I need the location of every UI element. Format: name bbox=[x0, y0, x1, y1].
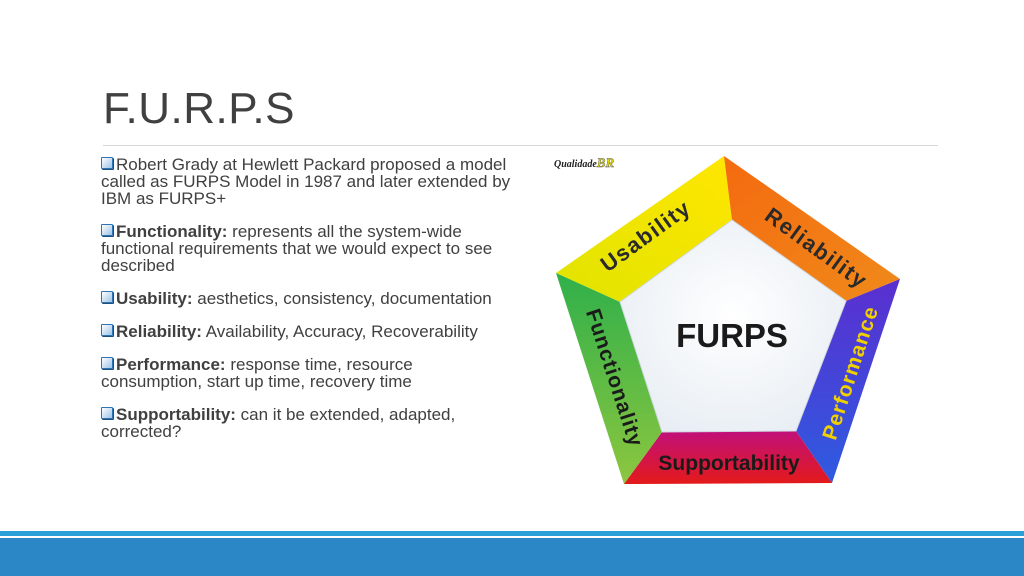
bullet-item: Usability: aesthetics, consistency, docu… bbox=[92, 290, 512, 307]
checkbox-bullet-icon bbox=[101, 157, 113, 169]
slide-title: F.U.R.P.S bbox=[103, 84, 295, 133]
bullet-item: Supportability: can it be extended, adap… bbox=[101, 405, 456, 441]
bullet-item: Reliability: Availability, Accuracy, Rec… bbox=[92, 323, 512, 340]
furps-pentagon-diagram: QualidadeBR FURPS Usability Reliability … bbox=[550, 150, 910, 490]
qualidadebr-logo: QualidadeBR bbox=[554, 155, 614, 170]
checkbox-bullet-icon bbox=[101, 291, 113, 303]
checkbox-bullet-icon bbox=[101, 324, 113, 336]
title-divider bbox=[103, 145, 938, 146]
checkbox-bullet-icon bbox=[101, 357, 113, 369]
bullet-list: Robert Grady at Hewlett Packard proposed… bbox=[92, 156, 512, 456]
furps-pentagon-svg: QualidadeBR FURPS Usability Reliability … bbox=[554, 155, 900, 484]
performance-segment bbox=[796, 279, 900, 483]
functionality-segment bbox=[556, 273, 662, 484]
bullet-item: Functionality: represents all the system… bbox=[101, 222, 493, 275]
footer-bar bbox=[0, 538, 1024, 576]
bullet-item: Robert Grady at Hewlett Packard proposed… bbox=[101, 155, 511, 208]
bullet-item: Performance: response time, resource con… bbox=[101, 355, 413, 391]
center-label: FURPS bbox=[676, 317, 788, 354]
supportability-segment bbox=[624, 431, 832, 484]
center-pentagon bbox=[619, 219, 847, 433]
reliability-segment bbox=[724, 156, 900, 301]
footer-accent-line bbox=[0, 531, 1024, 536]
checkbox-bullet-icon bbox=[101, 224, 113, 236]
supportability-label: Supportability bbox=[658, 452, 799, 475]
usability-segment bbox=[556, 156, 732, 302]
checkbox-bullet-icon bbox=[101, 407, 113, 419]
